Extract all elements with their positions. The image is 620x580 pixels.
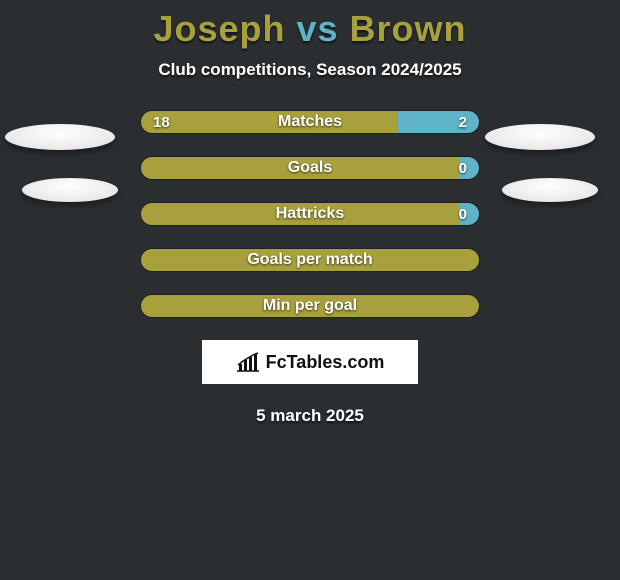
bar-row: Goals per match <box>140 248 480 272</box>
bar-label: Goals per match <box>141 249 479 271</box>
title-vs: vs <box>286 8 350 49</box>
title-player2: Brown <box>350 8 467 49</box>
bar-label: Hattricks <box>141 203 479 225</box>
barchart-icon <box>236 352 260 372</box>
bar-row: Min per goal <box>140 294 480 318</box>
avatar-ellipse <box>22 178 118 202</box>
avatar-ellipse <box>5 124 115 150</box>
title-player1: Joseph <box>153 8 285 49</box>
bar-row: 0Goals <box>140 156 480 180</box>
page-title: Joseph vs Brown <box>0 0 620 50</box>
logo-text: FcTables.com <box>266 352 385 373</box>
bar-label: Matches <box>141 111 479 133</box>
avatar-ellipse <box>502 178 598 202</box>
bar-row: 182Matches <box>140 110 480 134</box>
avatar-ellipse <box>485 124 595 150</box>
date: 5 march 2025 <box>0 406 620 426</box>
bar-label: Min per goal <box>141 295 479 317</box>
subtitle: Club competitions, Season 2024/2025 <box>0 60 620 80</box>
logo-box: FcTables.com <box>202 340 418 384</box>
bar-label: Goals <box>141 157 479 179</box>
bar-row: 0Hattricks <box>140 202 480 226</box>
comparison-bars: 182Matches 0Goals 0Hattricks Goals per matc… <box>140 110 480 318</box>
